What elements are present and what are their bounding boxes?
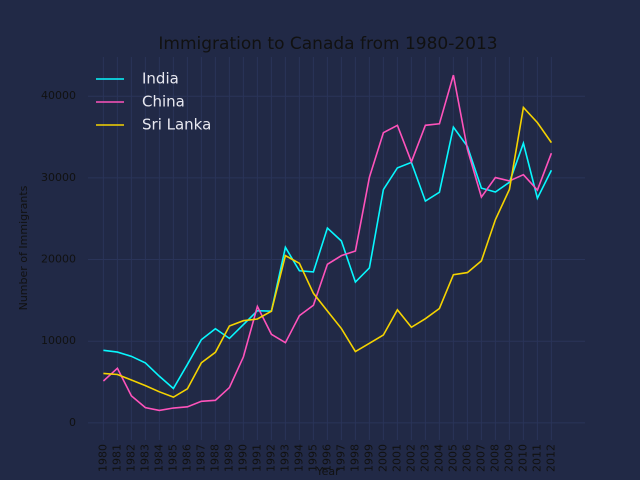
- x-tick-label: 1990: [236, 444, 249, 472]
- line: [102, 74, 553, 412]
- x-tick-label: 2002: [404, 444, 417, 472]
- x-tick-label: 1999: [362, 444, 375, 472]
- x-tick-label: 1983: [138, 444, 151, 472]
- x-tick-label: 1988: [208, 444, 221, 472]
- chart-title: Immigration to Canada from 1980-2013: [158, 34, 497, 54]
- x-tick-label: 1986: [180, 444, 193, 472]
- legend-label: Sri Lanka: [142, 116, 211, 134]
- line: [103, 105, 553, 399]
- x-tick-label: 1996: [320, 444, 333, 472]
- legend-label: India: [142, 70, 179, 88]
- x-axis-label: Year: [315, 465, 340, 478]
- x-tick-label: 2000: [376, 444, 389, 472]
- plot-area: [88, 57, 585, 440]
- x-tick-label: 2008: [488, 444, 501, 472]
- y-tick-label: 20000: [41, 253, 76, 266]
- x-tick-label: 2011: [530, 444, 543, 472]
- y-tick-label: 30000: [41, 171, 76, 184]
- y-tick-label: 40000: [41, 89, 76, 102]
- x-tick-label: 1980: [96, 444, 109, 472]
- x-tick-label: 2005: [446, 444, 459, 472]
- line: [103, 125, 553, 390]
- x-tick-label: 1992: [264, 444, 277, 472]
- x-tick-label: 1989: [222, 444, 235, 472]
- x-tick-label: 2009: [502, 444, 515, 472]
- x-tick-label: 2004: [432, 444, 445, 472]
- x-tick-label: 2006: [460, 444, 473, 472]
- legend-label: China: [142, 93, 185, 111]
- x-tick-label: 2010: [516, 444, 529, 472]
- x-tick-label: 1987: [194, 444, 207, 472]
- x-tick-label: 1998: [348, 444, 361, 472]
- x-tick-label: 2003: [418, 444, 431, 472]
- x-tick-label: 2007: [474, 444, 487, 472]
- x-tick-label: 1981: [110, 444, 123, 472]
- x-tick-label: 1997: [334, 444, 347, 472]
- x-tick-label: 1991: [250, 444, 263, 472]
- x-tick-label: 2001: [390, 444, 403, 472]
- x-tick-label: 1985: [166, 444, 179, 472]
- x-tick-label: 2012: [544, 444, 557, 472]
- x-tick-label: 1994: [292, 444, 305, 472]
- y-axis-label: Number of Immigrants: [17, 185, 30, 310]
- y-tick-label: 10000: [41, 334, 76, 347]
- x-tick-label: 1995: [306, 444, 319, 472]
- x-tick-label: 1993: [278, 444, 291, 472]
- x-tick-label: 1982: [124, 444, 137, 472]
- x-tick-label: 1984: [152, 444, 165, 472]
- y-tick-label: 0: [69, 416, 76, 429]
